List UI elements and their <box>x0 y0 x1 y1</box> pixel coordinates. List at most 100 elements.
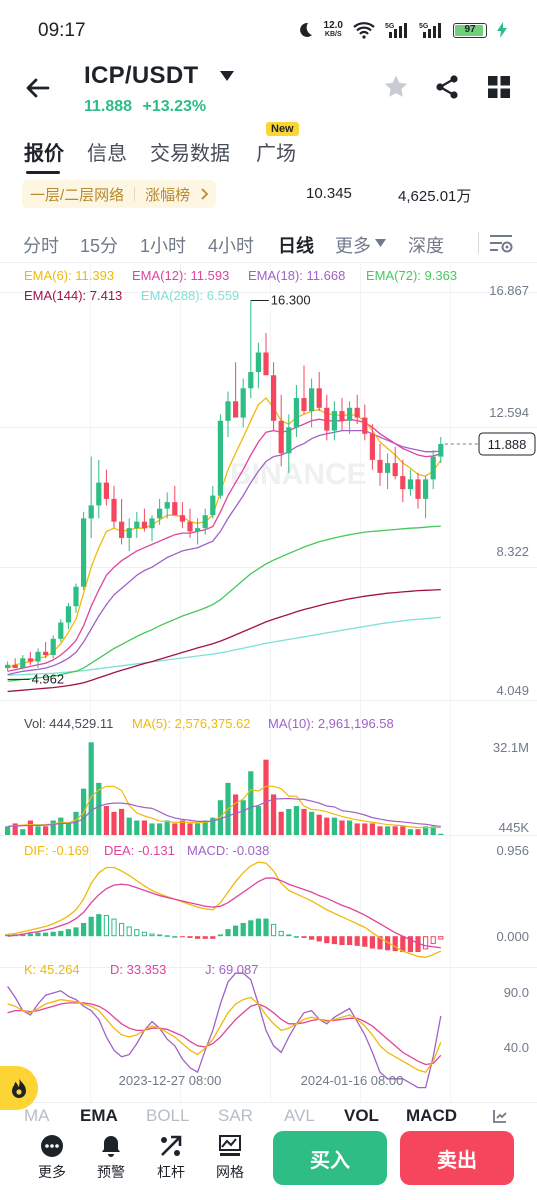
kdj-j-line <box>7 972 442 1089</box>
macd-histogram-bar <box>187 936 193 938</box>
volume-bar <box>407 829 413 835</box>
low-marker-label: 4.962 <box>32 671 65 686</box>
main-tabs: 报价 信息 交易数据 广场 New <box>0 122 537 175</box>
volume-bar <box>149 823 155 835</box>
info-bar: 一层/二层网络 涨幅榜 10.345 4,625.01万 <box>22 180 537 208</box>
favorite-star-icon[interactable] <box>383 74 409 100</box>
tab-square[interactable]: 广场 <box>256 143 296 165</box>
interval-1h[interactable]: 1小时 <box>140 236 187 256</box>
indicator-boll[interactable]: BOLL <box>146 1106 190 1124</box>
ema-label-2: EMA(18): 11.668 <box>248 268 345 283</box>
kdj-k-label: K: 45.264 <box>24 962 80 977</box>
volume-bar <box>438 833 444 835</box>
volume-bar <box>255 806 261 835</box>
volume-bar <box>20 829 26 835</box>
nav-alert[interactable]: 预警 <box>91 1134 131 1182</box>
volume-bar <box>331 817 337 835</box>
ema-line-2 <box>7 429 441 676</box>
volume-bar <box>271 794 277 835</box>
candle <box>210 495 216 516</box>
candle <box>149 518 155 529</box>
moon-icon <box>299 22 312 37</box>
candle <box>157 508 163 519</box>
candle <box>172 502 178 516</box>
candle <box>27 658 33 662</box>
candle <box>65 606 71 623</box>
tab-trading-data[interactable]: 交易数据 <box>150 143 230 165</box>
caret-down-icon[interactable] <box>220 70 234 82</box>
macd-histogram-bar <box>172 936 178 938</box>
macd-histogram-bar <box>385 936 391 951</box>
pair-title[interactable]: ICP/USDT <box>84 62 199 89</box>
candle <box>385 463 391 473</box>
volume-bar <box>324 817 330 835</box>
svg-text:5G: 5G <box>419 23 429 30</box>
indicator-sar[interactable]: SAR <box>218 1106 253 1124</box>
tag-divider <box>134 187 136 201</box>
buy-button[interactable]: 买入 <box>273 1131 387 1185</box>
volume-bar <box>301 808 307 835</box>
indicator-macd[interactable]: MACD <box>406 1106 457 1124</box>
last-price: 11.888 <box>84 98 133 115</box>
nav-grid-trading[interactable]: 网格 <box>210 1134 250 1182</box>
floating-action-button[interactable] <box>0 1066 38 1110</box>
interval-time-share[interactable]: 分时 <box>23 236 59 256</box>
back-arrow-icon[interactable] <box>24 74 52 102</box>
net-speed-unit: KB/S <box>324 31 342 38</box>
interval-4h[interactable]: 4小时 <box>208 236 255 256</box>
macd-axis-max: 0.956 <box>496 843 529 858</box>
macd-histogram-bar <box>35 932 41 937</box>
tag-layer-network[interactable]: 一层/二层网络 <box>30 186 125 204</box>
volume-bar <box>88 742 94 835</box>
tab-quote[interactable]: 报价 <box>24 143 64 165</box>
interval-daily[interactable]: 日线 <box>278 236 314 256</box>
tab-info[interactable]: 信息 <box>87 143 127 165</box>
candle <box>316 388 322 408</box>
more-dropdown-icon[interactable] <box>375 239 386 247</box>
interval-more[interactable]: 更多 <box>335 236 371 256</box>
ema-line-3 <box>7 525 441 682</box>
indicator-settings-icon[interactable] <box>492 1108 508 1124</box>
indicator-ema[interactable]: EMA <box>80 1106 118 1124</box>
price-line: 11.888 +13.23% <box>84 98 212 116</box>
macd-histogram-bar <box>27 933 33 937</box>
volume-bar <box>385 826 391 835</box>
macd-histogram-bar <box>50 931 56 937</box>
price-axis-tick: 16.867 <box>489 283 529 298</box>
sell-button[interactable]: 卖出 <box>400 1131 514 1185</box>
volume-bar <box>172 823 178 835</box>
macd-histogram-bar <box>202 936 208 939</box>
volume-bar <box>65 823 71 835</box>
candle <box>324 407 330 431</box>
nav-more[interactable]: 更多 <box>32 1134 72 1182</box>
tag-gainers[interactable]: 涨幅榜 <box>145 186 191 204</box>
x-axis-tick: 2023-12-27 08:00 <box>119 1073 222 1088</box>
volume-bar <box>263 759 269 835</box>
indicator-avl[interactable]: AVL <box>284 1106 315 1124</box>
volume-bar <box>415 829 421 835</box>
charging-icon <box>497 22 507 38</box>
battery-level: 97 <box>464 23 476 35</box>
flame-icon <box>12 1078 26 1098</box>
indicator-ma[interactable]: MA <box>24 1106 50 1124</box>
new-badge: New <box>266 122 299 136</box>
price-axis-tick: 12.594 <box>489 405 529 420</box>
chart-settings-icon[interactable] <box>488 232 514 254</box>
macd-histogram-bar <box>58 930 64 937</box>
indicator-vol[interactable]: VOL <box>344 1106 379 1124</box>
candle <box>119 521 125 538</box>
more-dots-icon <box>41 1135 63 1157</box>
nav-leverage[interactable]: 杠杆 <box>151 1134 191 1182</box>
interval-depth[interactable]: 深度 <box>408 236 444 256</box>
tag-chip[interactable]: 一层/二层网络 涨幅榜 <box>22 180 217 208</box>
grid-menu-icon[interactable] <box>487 75 511 99</box>
macd-histogram-bar <box>316 936 322 942</box>
candle <box>81 518 87 587</box>
bottom-action-bar: 更多 预警 杠杆 网格 买入 卖出 <box>0 1124 537 1200</box>
macd-histogram-bar <box>423 936 429 950</box>
share-icon[interactable] <box>434 74 460 100</box>
kdj-k-line <box>7 996 442 1073</box>
interval-15m[interactable]: 15分 <box>80 236 119 256</box>
candle <box>362 417 368 434</box>
kline-chart[interactable]: BINANCE 16.300 4.962 11.888 16.867 12.594 8.32… <box>0 262 537 1104</box>
